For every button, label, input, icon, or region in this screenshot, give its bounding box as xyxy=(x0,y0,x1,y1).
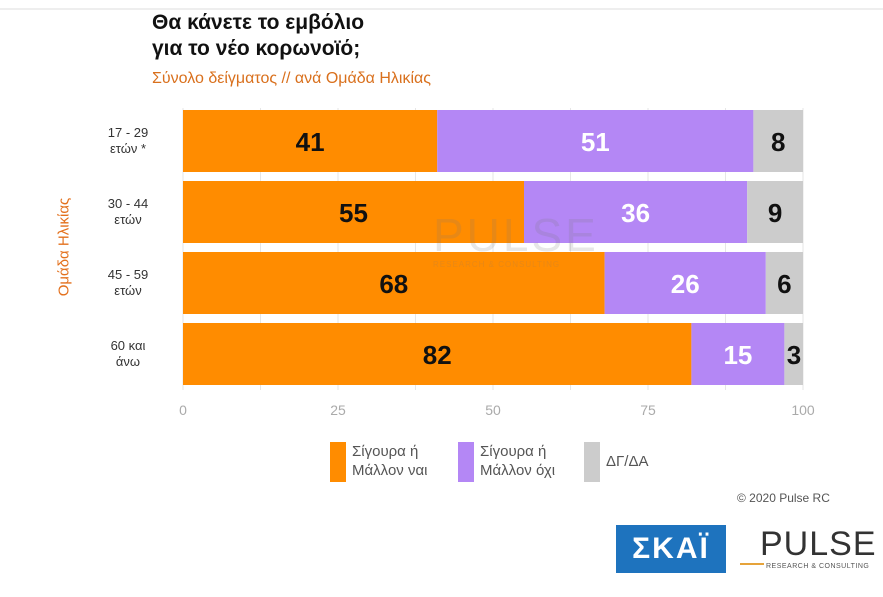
pulse-logo: PULSE RESEARCH & CONSULTING xyxy=(740,525,876,575)
category-label-2-line-1: ετών xyxy=(114,283,141,298)
legend-label-dkna: ΔΓ/ΔΑ xyxy=(606,442,706,471)
bar-2-series-2 xyxy=(765,252,803,314)
legend-swatch-yes xyxy=(330,442,346,482)
legend-item-no: Σίγουρα ή Μάλλον όχι xyxy=(458,442,580,482)
skai-logo: ΣΚΑΪ xyxy=(616,525,726,573)
x-tick-label-1: 25 xyxy=(330,402,346,418)
bar-3-series-2 xyxy=(784,323,803,385)
category-label-0-line-1: ετών * xyxy=(110,141,146,156)
data-label-2-series-1: 26 xyxy=(671,269,700,299)
data-label-0-series-1: 51 xyxy=(581,127,610,157)
x-tick-label-4: 100 xyxy=(791,402,815,418)
data-label-1-series-1: 36 xyxy=(621,198,650,228)
data-label-0-series-2: 8 xyxy=(771,127,785,157)
category-label-3-line-1: άνω xyxy=(116,354,140,369)
data-label-3-series-2: 3 xyxy=(787,340,801,370)
legend-no-line-1: Σίγουρα ή xyxy=(480,443,547,460)
data-label-0-series-0: 41 xyxy=(296,127,325,157)
pulse-logo-heartbeat-line xyxy=(740,563,764,565)
x-tick-label-2: 50 xyxy=(485,402,501,418)
data-label-2-series-0: 68 xyxy=(379,269,408,299)
bar-2-series-1 xyxy=(604,252,766,314)
title-line-2: για το νέο κορωνοϊό; xyxy=(152,37,361,60)
pulse-logo-sub: RESEARCH & CONSULTING xyxy=(766,563,870,570)
category-label-1-line-0: 30 - 44 xyxy=(108,196,148,211)
category-label-3-line-0: 60 και xyxy=(111,338,146,353)
bar-3-series-0 xyxy=(183,323,692,385)
legend-yes-line-1: Σίγουρα ή xyxy=(352,443,419,460)
bar-0-series-1 xyxy=(437,110,754,172)
bar-3-series-1 xyxy=(691,323,785,385)
data-label-1-series-2: 9 xyxy=(768,198,782,228)
category-label-1-line-1: ετών xyxy=(114,212,141,227)
legend-swatch-dkna xyxy=(584,442,600,482)
legend-item-yes: Σίγουρα ή Μάλλον ναι xyxy=(330,442,452,482)
x-tick-label-0: 0 xyxy=(179,402,187,418)
legend-yes-line-2: Μάλλον ναι xyxy=(352,462,428,479)
bar-0-series-2 xyxy=(753,110,803,172)
bar-1-series-0 xyxy=(183,181,524,243)
legend-no-line-2: Μάλλον όχι xyxy=(480,462,556,479)
title-line-1: Θα κάνετε το εμβόλιο xyxy=(152,11,365,34)
watermark-name: PULSE xyxy=(433,209,599,261)
top-divider xyxy=(0,8,883,10)
bar-1-series-1 xyxy=(524,181,748,243)
chart-subtitle: Σύνολο δείγματος // ανά Ομάδα Ηλικίας xyxy=(152,70,431,87)
data-label-2-series-2: 6 xyxy=(777,269,791,299)
copyright-text: © 2020 Pulse RC xyxy=(737,491,830,505)
legend-label-yes: Σίγουρα ή Μάλλον ναι xyxy=(352,442,452,480)
legend-label-no: Σίγουρα ή Μάλλον όχι xyxy=(480,442,580,480)
watermark-sub: RESEARCH & CONSULTING xyxy=(433,260,561,269)
category-label-2-line-0: 45 - 59 xyxy=(108,267,148,282)
data-label-1-series-0: 55 xyxy=(339,198,368,228)
bar-2-series-0 xyxy=(183,252,605,314)
bar-1-series-2 xyxy=(747,181,803,243)
data-label-3-series-0: 82 xyxy=(423,340,452,370)
category-label-0-line-0: 17 - 29 xyxy=(108,125,148,140)
data-label-3-series-1: 15 xyxy=(723,340,752,370)
chart-title: Θα κάνετε το εμβόλιο για το νέο κορωνοϊό… xyxy=(152,10,364,62)
legend-item-dkna: ΔΓ/ΔΑ xyxy=(584,442,706,482)
pulse-watermark: PULSE RESEARCH & CONSULTING xyxy=(433,208,599,269)
x-tick-label-3: 75 xyxy=(640,402,656,418)
legend-dkna-line-1: ΔΓ/ΔΑ xyxy=(606,453,649,470)
pulse-logo-name: PULSE xyxy=(760,525,877,563)
legend-swatch-no xyxy=(458,442,474,482)
bar-0-series-0 xyxy=(183,110,438,172)
